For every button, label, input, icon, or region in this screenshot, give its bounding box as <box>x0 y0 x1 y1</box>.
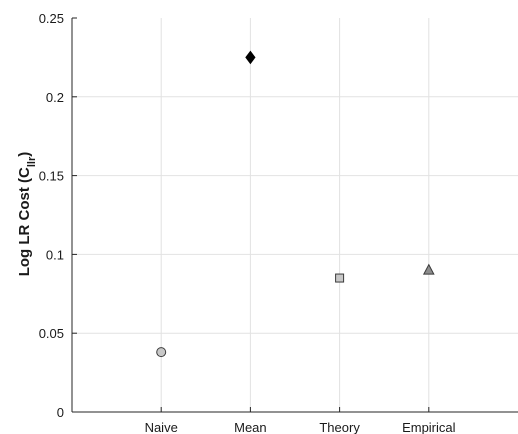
y-tick-label: 0.2 <box>46 90 64 105</box>
y-axis-ticks: 0 0.05 0.1 0.15 0.2 0.25 <box>39 11 64 420</box>
data-points <box>156 50 435 358</box>
data-point-empirical <box>422 263 435 275</box>
x-tick-label: Naive <box>145 420 178 434</box>
y-tick-label: 0.1 <box>46 247 64 262</box>
y-tick-label: 0.05 <box>39 326 64 341</box>
x-tick-label: Theory <box>319 420 360 434</box>
data-point-naive <box>156 347 167 358</box>
x-tick-label: Mean <box>234 420 267 434</box>
x-tick-label: Empirical <box>402 420 456 434</box>
data-point-theory <box>335 273 345 283</box>
y-tick-label: 0.25 <box>39 11 64 26</box>
grid <box>72 18 518 412</box>
axes <box>71 17 518 413</box>
data-point-mean <box>245 50 256 65</box>
y-tick-label: 0.15 <box>39 169 64 184</box>
x-axis-ticks: Naive Mean Theory Empirical <box>145 420 456 434</box>
y-axis-label: Log LR Cost (Cllr) <box>16 152 38 277</box>
y-tick-label: 0 <box>57 405 64 420</box>
